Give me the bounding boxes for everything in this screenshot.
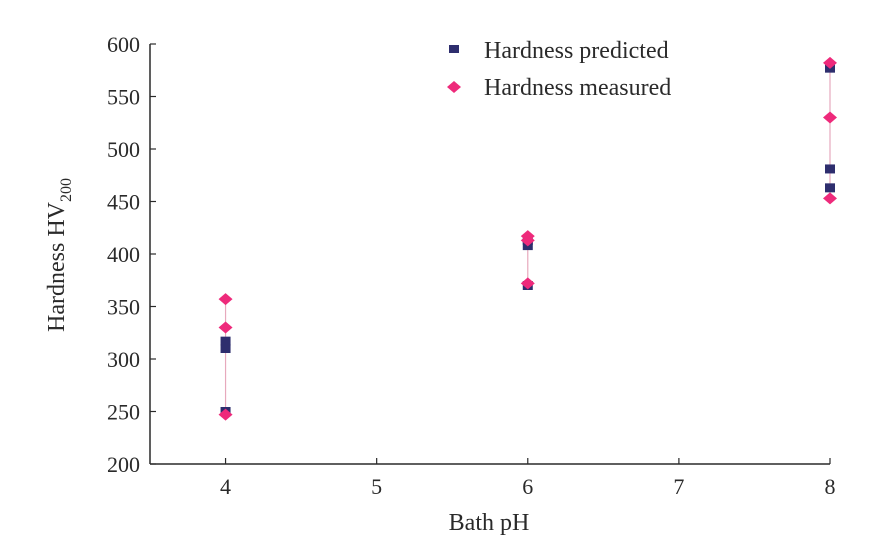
predicted-point <box>825 164 835 174</box>
axes <box>149 43 831 465</box>
y-tick-label: 300 <box>107 347 140 372</box>
legend-measured-label: Hardness measured <box>484 75 671 101</box>
y-tick-label: 450 <box>107 190 140 215</box>
y-tick-label: 250 <box>107 400 140 425</box>
predicted-point <box>825 183 835 193</box>
x-tick-label: 8 <box>825 474 836 499</box>
y-tick-label: 200 <box>107 452 140 477</box>
measured-point <box>218 321 233 334</box>
legend-predicted-marker <box>449 45 459 53</box>
predicted-point <box>220 344 231 353</box>
legend-predicted-label: Hardness predicted <box>484 38 669 64</box>
measured-point <box>218 408 233 421</box>
predicted-point <box>220 336 231 346</box>
y-tick-label: 550 <box>107 85 140 110</box>
x-tick-label: 4 <box>220 474 231 499</box>
y-axis-title-main: Hardness HV <box>44 201 70 332</box>
measured-point <box>520 230 535 243</box>
measured-point <box>823 192 837 205</box>
y-tick-label: 600 <box>107 32 140 57</box>
x-axis-title: Bath pH <box>449 510 530 536</box>
y-tick-label: 500 <box>107 137 140 162</box>
legend-measured-marker <box>447 81 461 93</box>
y-tick-label: 350 <box>107 295 140 320</box>
measured-point <box>823 56 837 69</box>
y-axis-title: Hardness HV200 <box>44 178 75 332</box>
x-tick-label: 6 <box>522 474 533 499</box>
measured-point <box>520 277 535 290</box>
data-series <box>218 56 837 421</box>
tick-labels: 200 250 300 350 400 450 500 550 600 4 5 6 7 8 <box>107 32 836 499</box>
x-tick-label: 5 <box>371 474 382 499</box>
measured-point <box>823 111 837 124</box>
measured-point <box>218 293 233 306</box>
legend: Hardness predicted Hardness measured <box>447 38 671 101</box>
y-tick-label: 400 <box>107 242 140 267</box>
x-tick-label: 7 <box>673 474 684 499</box>
y-axis-title-subscript: 200 <box>58 178 75 202</box>
